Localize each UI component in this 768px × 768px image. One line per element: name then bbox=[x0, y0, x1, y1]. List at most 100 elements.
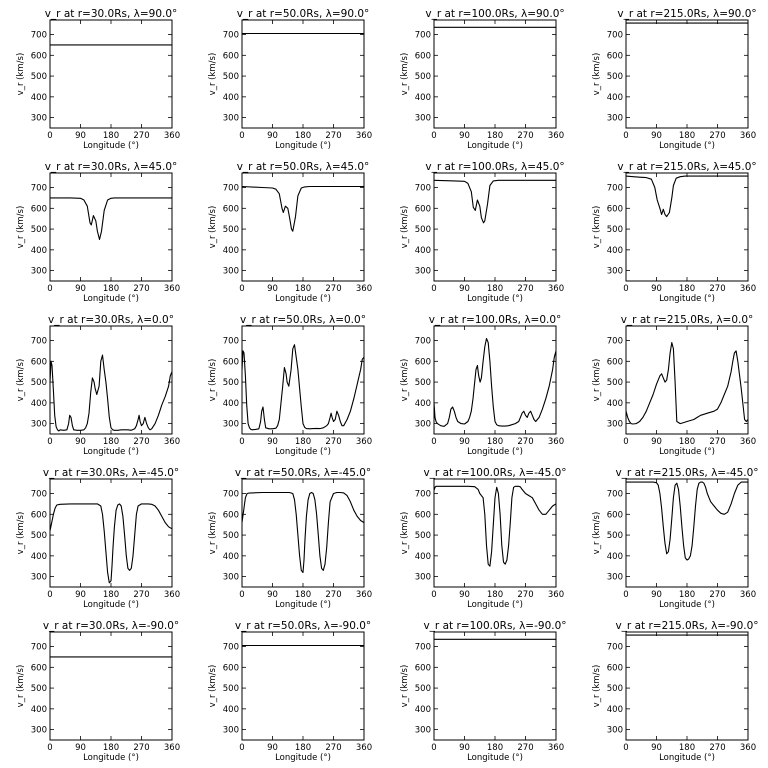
y-tick-label: 300 bbox=[607, 726, 623, 736]
x-tick-label: 90 bbox=[267, 437, 278, 447]
series-line-vr bbox=[625, 342, 749, 425]
x-axis-label: Longitude (°) bbox=[467, 294, 523, 304]
y-tick-label: 700 bbox=[415, 31, 431, 41]
y-tick-label: 500 bbox=[415, 378, 431, 388]
y-tick-label: 700 bbox=[607, 31, 623, 41]
x-axis-label: Longitude (°) bbox=[467, 447, 523, 457]
plot-frame bbox=[433, 631, 557, 741]
subplot-title: v_r at r=50.0Rs, λ=0.0° bbox=[240, 314, 366, 326]
y-tick-label: 300 bbox=[31, 726, 47, 736]
y-tick-label: 400 bbox=[223, 399, 239, 409]
x-tick-label: 360 bbox=[740, 590, 756, 600]
x-tick-label: 270 bbox=[325, 131, 341, 141]
series-line-vr bbox=[433, 337, 557, 427]
y-tick-label: 500 bbox=[223, 684, 239, 694]
y-axis-label: v_r (km/s) bbox=[208, 53, 218, 96]
y-axis-label: v_r (km/s) bbox=[16, 53, 26, 96]
subplot-title: v_r at r=100.0Rs, λ=45.0° bbox=[425, 161, 564, 173]
x-axis-label: Longitude (°) bbox=[275, 753, 331, 763]
x-tick-label: 0 bbox=[47, 437, 52, 447]
x-tick-label: 90 bbox=[75, 437, 86, 447]
subplot-19: v_r at r=215.0Rs, λ=-90.0° 0 90 180 270 360 30… bbox=[592, 620, 759, 763]
y-axis-label: v_r (km/s) bbox=[592, 206, 602, 249]
x-tick-label: 360 bbox=[548, 437, 564, 447]
x-tick-label: 360 bbox=[356, 590, 372, 600]
y-axis-label: v_r (km/s) bbox=[16, 359, 26, 402]
y-tick-label: 400 bbox=[223, 552, 239, 562]
series-line-vr bbox=[433, 485, 557, 567]
y-tick-label: 300 bbox=[607, 114, 623, 124]
subplot-title: v_r at r=215.0Rs, λ=-45.0° bbox=[615, 467, 758, 479]
y-tick-label: 300 bbox=[415, 267, 431, 277]
y-tick-label: 300 bbox=[415, 573, 431, 583]
subplot-title: v_r at r=50.0Rs, λ=-45.0° bbox=[235, 467, 371, 479]
y-axis-label: v_r (km/s) bbox=[400, 53, 410, 96]
x-tick-label: 180 bbox=[487, 284, 503, 294]
x-axis-label: Longitude (°) bbox=[467, 753, 523, 763]
plot-frame bbox=[49, 325, 173, 435]
y-tick-label: 700 bbox=[223, 643, 239, 653]
y-tick-label: 300 bbox=[223, 420, 239, 430]
x-tick-label: 0 bbox=[47, 590, 52, 600]
x-tick-label: 0 bbox=[623, 284, 628, 294]
x-tick-label: 180 bbox=[295, 131, 311, 141]
subplot-14: v_r at r=100.0Rs, λ=-45.0° 0 90 180 270 360 30… bbox=[400, 467, 567, 610]
y-tick-label: 400 bbox=[415, 552, 431, 562]
subplot-title: v_r at r=30.0Rs, λ=0.0° bbox=[48, 314, 174, 326]
x-tick-label: 360 bbox=[356, 131, 372, 141]
y-tick-label: 500 bbox=[607, 378, 623, 388]
subplot-title: v_r at r=100.0Rs, λ=-90.0° bbox=[423, 620, 566, 632]
subplot-18: v_r at r=100.0Rs, λ=-90.0° 0 90 180 270 360 30… bbox=[400, 620, 567, 763]
y-tick-label: 600 bbox=[31, 357, 47, 367]
y-tick-label: 500 bbox=[31, 72, 47, 82]
x-tick-label: 0 bbox=[623, 437, 628, 447]
x-axis-label: Longitude (°) bbox=[83, 753, 139, 763]
x-tick-label: 180 bbox=[487, 590, 503, 600]
x-tick-label: 270 bbox=[325, 590, 341, 600]
x-axis-label: Longitude (°) bbox=[467, 141, 523, 151]
subplot-3: v_r at r=215.0Rs, λ=90.0° 0 90 180 270 360 300… bbox=[592, 8, 757, 151]
y-tick-label: 700 bbox=[31, 184, 47, 194]
y-axis-label: v_r (km/s) bbox=[400, 206, 410, 249]
x-tick-label: 0 bbox=[431, 743, 436, 753]
x-tick-label: 270 bbox=[133, 131, 149, 141]
plot-frame bbox=[49, 631, 173, 741]
y-tick-label: 400 bbox=[607, 246, 623, 256]
y-axis-label: v_r (km/s) bbox=[592, 512, 602, 555]
y-tick-label: 300 bbox=[31, 420, 47, 430]
y-tick-label: 600 bbox=[31, 510, 47, 520]
subplot-8: v_r at r=30.0Rs, λ=0.0° 0 90 180 270 360 300 40… bbox=[16, 314, 180, 457]
x-tick-label: 270 bbox=[133, 284, 149, 294]
x-tick-label: 90 bbox=[267, 743, 278, 753]
x-tick-label: 0 bbox=[623, 743, 628, 753]
x-axis-label: Longitude (°) bbox=[467, 600, 523, 610]
x-tick-label: 270 bbox=[517, 284, 533, 294]
y-tick-label: 600 bbox=[415, 510, 431, 520]
y-tick-label: 500 bbox=[415, 684, 431, 694]
y-tick-label: 300 bbox=[223, 114, 239, 124]
subplot-10: v_r at r=100.0Rs, λ=0.0° 0 90 180 270 360 300 4… bbox=[400, 314, 564, 457]
x-axis-label: Longitude (°) bbox=[83, 447, 139, 457]
y-tick-label: 400 bbox=[607, 552, 623, 562]
x-tick-label: 90 bbox=[75, 131, 86, 141]
x-tick-label: 90 bbox=[651, 284, 662, 294]
y-tick-label: 600 bbox=[415, 663, 431, 673]
subplot-title: v_r at r=100.0Rs, λ=-45.0° bbox=[423, 467, 566, 479]
subplot-title: v_r at r=100.0Rs, λ=90.0° bbox=[425, 8, 564, 20]
subplot-16: v_r at r=30.0Rs, λ=-90.0° 0 90 180 270 360 300… bbox=[16, 620, 180, 763]
x-tick-label: 0 bbox=[239, 743, 244, 753]
y-tick-label: 700 bbox=[415, 337, 431, 347]
subplot-6: v_r at r=100.0Rs, λ=45.0° 0 90 180 270 360 300… bbox=[400, 161, 565, 304]
x-axis-label: Longitude (°) bbox=[275, 294, 331, 304]
y-tick-label: 700 bbox=[31, 490, 47, 500]
plot-frame bbox=[49, 172, 173, 282]
y-tick-label: 300 bbox=[607, 420, 623, 430]
y-tick-label: 700 bbox=[223, 337, 239, 347]
y-axis-label: v_r (km/s) bbox=[16, 206, 26, 249]
x-tick-label: 0 bbox=[47, 743, 52, 753]
x-tick-label: 180 bbox=[103, 590, 119, 600]
y-tick-label: 400 bbox=[31, 399, 47, 409]
x-tick-label: 180 bbox=[679, 131, 695, 141]
x-tick-label: 270 bbox=[325, 437, 341, 447]
subplot-title: v_r at r=30.0Rs, λ=-90.0° bbox=[43, 620, 179, 632]
